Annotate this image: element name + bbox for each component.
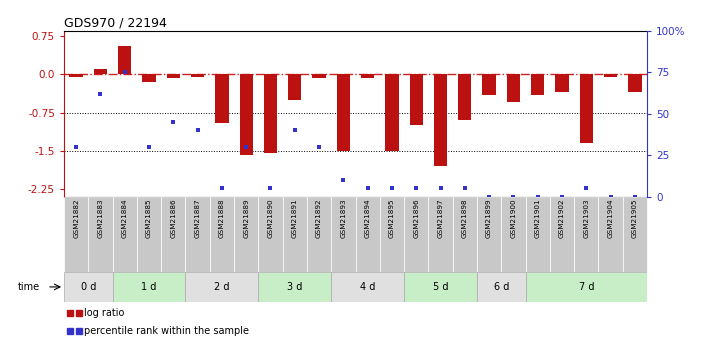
Text: 0 d: 0 d xyxy=(80,282,96,292)
Bar xyxy=(331,272,404,302)
Text: 6 d: 6 d xyxy=(493,282,509,292)
Text: GSM21891: GSM21891 xyxy=(292,199,298,238)
Bar xyxy=(112,272,186,302)
Text: GSM21883: GSM21883 xyxy=(97,199,103,238)
Bar xyxy=(385,75,399,151)
Bar xyxy=(507,75,520,102)
Bar xyxy=(210,197,234,272)
Text: percentile rank within the sample: percentile rank within the sample xyxy=(85,326,250,336)
Text: GSM21901: GSM21901 xyxy=(535,199,540,238)
Bar xyxy=(264,75,277,153)
Bar xyxy=(112,197,137,272)
Text: GDS970 / 22194: GDS970 / 22194 xyxy=(64,17,167,30)
Bar xyxy=(356,197,380,272)
Bar xyxy=(118,46,132,75)
Bar xyxy=(142,75,156,82)
Bar xyxy=(550,197,574,272)
Text: GSM21886: GSM21886 xyxy=(171,199,176,238)
Text: GSM21896: GSM21896 xyxy=(413,199,419,238)
Text: 1 d: 1 d xyxy=(141,282,156,292)
Bar xyxy=(234,197,258,272)
Bar xyxy=(282,197,307,272)
Text: GSM21887: GSM21887 xyxy=(195,199,201,238)
Text: 5 d: 5 d xyxy=(433,282,448,292)
Bar xyxy=(215,75,228,123)
Text: GSM21889: GSM21889 xyxy=(243,199,249,238)
Bar xyxy=(404,272,477,302)
Text: GSM21895: GSM21895 xyxy=(389,199,395,238)
Bar xyxy=(380,197,404,272)
Bar xyxy=(258,197,282,272)
Bar xyxy=(88,197,112,272)
Bar xyxy=(94,69,107,75)
Bar xyxy=(288,75,301,100)
Bar xyxy=(579,75,593,143)
Bar xyxy=(501,197,525,272)
Text: GSM21898: GSM21898 xyxy=(462,199,468,238)
Bar xyxy=(604,75,617,77)
Bar xyxy=(428,197,453,272)
Text: 7 d: 7 d xyxy=(579,282,594,292)
Text: GSM21904: GSM21904 xyxy=(608,199,614,238)
Bar xyxy=(161,197,186,272)
Bar xyxy=(531,75,545,95)
Text: GSM21885: GSM21885 xyxy=(146,199,152,238)
Bar xyxy=(307,197,331,272)
Bar xyxy=(337,75,350,151)
Bar xyxy=(574,197,599,272)
Bar xyxy=(191,75,204,77)
Text: GSM21888: GSM21888 xyxy=(219,199,225,238)
Text: time: time xyxy=(18,282,40,292)
Text: GSM21897: GSM21897 xyxy=(437,199,444,238)
Bar xyxy=(166,75,180,78)
Bar xyxy=(312,75,326,78)
Text: GSM21905: GSM21905 xyxy=(632,199,638,238)
Bar xyxy=(137,197,161,272)
Text: GSM21890: GSM21890 xyxy=(267,199,274,238)
Text: 2 d: 2 d xyxy=(214,282,230,292)
Bar xyxy=(434,75,447,166)
Bar xyxy=(525,197,550,272)
Bar xyxy=(258,272,331,302)
Text: 4 d: 4 d xyxy=(360,282,375,292)
Text: GSM21903: GSM21903 xyxy=(583,199,589,238)
Bar xyxy=(629,75,641,92)
Bar xyxy=(186,197,210,272)
Text: GSM21900: GSM21900 xyxy=(510,199,516,238)
Text: GSM21882: GSM21882 xyxy=(73,199,79,238)
Bar xyxy=(453,197,477,272)
Bar xyxy=(404,197,428,272)
Text: GSM21892: GSM21892 xyxy=(316,199,322,238)
Bar xyxy=(70,75,82,77)
Bar xyxy=(240,75,253,155)
Text: GSM21899: GSM21899 xyxy=(486,199,492,238)
Bar xyxy=(186,272,258,302)
Bar xyxy=(361,75,374,78)
Text: log ratio: log ratio xyxy=(85,308,124,318)
Bar xyxy=(483,75,496,95)
Bar xyxy=(525,272,647,302)
Text: GSM21894: GSM21894 xyxy=(365,199,370,238)
Bar xyxy=(331,197,356,272)
Bar xyxy=(477,197,501,272)
Bar xyxy=(64,272,112,302)
Bar xyxy=(599,197,623,272)
Bar xyxy=(458,75,471,120)
Bar xyxy=(623,197,647,272)
Bar xyxy=(477,272,525,302)
Text: GSM21893: GSM21893 xyxy=(341,199,346,238)
Bar xyxy=(555,75,569,92)
Bar xyxy=(410,75,423,125)
Text: GSM21902: GSM21902 xyxy=(559,199,565,238)
Bar xyxy=(64,197,88,272)
Text: 3 d: 3 d xyxy=(287,282,302,292)
Text: GSM21884: GSM21884 xyxy=(122,199,128,238)
